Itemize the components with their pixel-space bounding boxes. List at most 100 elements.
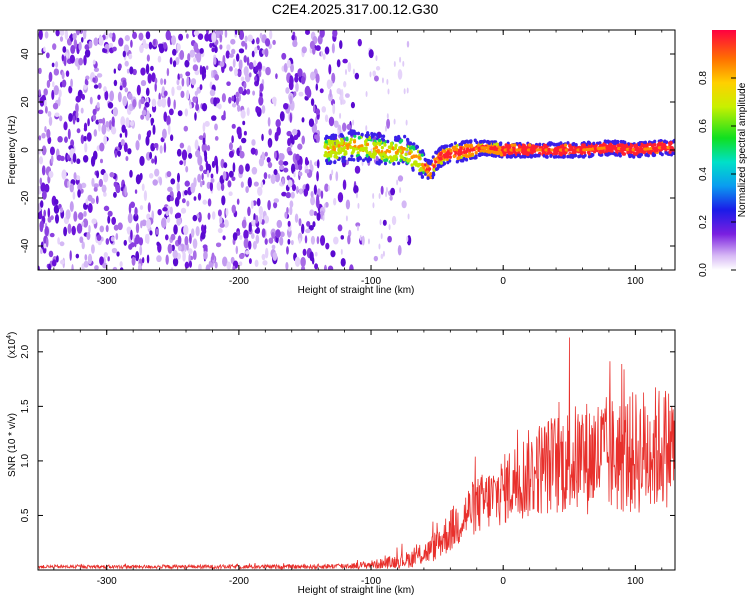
noise-speckle bbox=[222, 256, 228, 267]
noise-speckle bbox=[169, 196, 174, 202]
signal-point bbox=[587, 151, 591, 156]
signal-point bbox=[389, 158, 393, 163]
signal-point bbox=[428, 167, 432, 171]
noise-speckle bbox=[141, 109, 147, 116]
noise-speckle bbox=[194, 112, 197, 121]
noise-speckle bbox=[44, 226, 49, 237]
noise-speckle bbox=[382, 250, 385, 257]
noise-speckle bbox=[86, 231, 91, 241]
noise-speckle bbox=[315, 83, 319, 91]
noise-speckle bbox=[48, 250, 54, 258]
noise-speckle bbox=[127, 92, 133, 100]
signal-point bbox=[508, 144, 512, 149]
noise-speckle bbox=[167, 243, 173, 254]
noise-speckle bbox=[315, 73, 320, 84]
noise-speckle bbox=[199, 48, 204, 54]
noise-speckle bbox=[335, 171, 339, 182]
noise-speckle bbox=[211, 160, 216, 169]
noise-speckle bbox=[347, 234, 351, 245]
noise-speckle bbox=[211, 47, 215, 53]
signal-point bbox=[402, 157, 406, 162]
noise-speckle bbox=[188, 260, 193, 268]
noise-speckle bbox=[350, 101, 355, 109]
noise-speckle bbox=[316, 159, 320, 169]
signal-point bbox=[592, 141, 596, 146]
noise-speckle bbox=[322, 53, 326, 60]
signal-point bbox=[468, 148, 472, 153]
noise-speckle bbox=[178, 33, 184, 41]
noise-speckle bbox=[339, 89, 342, 96]
noise-speckle bbox=[151, 72, 156, 83]
noise-speckle bbox=[152, 179, 158, 186]
noise-speckle bbox=[72, 32, 77, 40]
signal-point bbox=[594, 143, 598, 148]
noise-speckle bbox=[103, 205, 110, 212]
noise-speckle bbox=[145, 63, 150, 75]
noise-speckle bbox=[300, 76, 306, 85]
noise-speckle bbox=[177, 110, 183, 117]
colorbar-label: Normalized spectral amplitude bbox=[737, 82, 748, 217]
noise-speckle bbox=[59, 36, 64, 42]
signal-point bbox=[329, 160, 333, 164]
signal-point bbox=[466, 140, 470, 144]
noise-speckle bbox=[76, 117, 80, 123]
signal-point bbox=[439, 161, 444, 165]
noise-speckle bbox=[103, 252, 108, 258]
noise-speckle bbox=[122, 95, 128, 107]
noise-speckle bbox=[355, 222, 361, 227]
noise-speckle bbox=[63, 121, 68, 131]
noise-speckle bbox=[184, 59, 190, 68]
noise-speckle bbox=[165, 30, 171, 41]
noise-speckle bbox=[61, 71, 65, 80]
noise-speckle bbox=[222, 170, 227, 181]
noise-speckle bbox=[147, 202, 151, 213]
spectrogram-ytick-label: 0 bbox=[20, 147, 31, 153]
signal-point bbox=[352, 139, 357, 144]
noise-speckle bbox=[115, 233, 119, 241]
noise-speckle bbox=[175, 57, 180, 66]
signal-point bbox=[417, 155, 421, 160]
noise-speckle bbox=[71, 225, 76, 236]
signal-point bbox=[399, 158, 403, 163]
noise-speckle bbox=[73, 211, 78, 222]
noise-speckle bbox=[192, 96, 197, 103]
noise-speckle bbox=[406, 235, 409, 242]
signal-point bbox=[588, 141, 592, 146]
noise-speckle bbox=[195, 150, 201, 158]
noise-speckle bbox=[124, 87, 129, 93]
noise-speckle bbox=[328, 116, 335, 127]
noise-speckle bbox=[67, 180, 70, 188]
noise-speckle bbox=[214, 136, 219, 141]
noise-speckle bbox=[190, 78, 197, 86]
noise-speckle bbox=[125, 155, 129, 162]
noise-speckle bbox=[198, 263, 202, 270]
signal-point bbox=[406, 158, 410, 163]
signal-point bbox=[349, 137, 353, 142]
noise-speckle bbox=[393, 118, 396, 125]
noise-speckle bbox=[140, 67, 146, 76]
noise-speckle bbox=[65, 209, 71, 220]
noise-speckle bbox=[226, 261, 232, 270]
noise-speckle bbox=[286, 246, 289, 255]
noise-speckle bbox=[201, 71, 205, 81]
noise-speckle bbox=[155, 228, 159, 235]
noise-speckle bbox=[253, 60, 257, 68]
noise-speckle bbox=[294, 213, 299, 223]
noise-speckle bbox=[246, 88, 251, 95]
noise-speckle bbox=[290, 163, 296, 174]
noise-speckle bbox=[365, 125, 368, 132]
noise-speckle bbox=[217, 227, 223, 234]
noise-speckle bbox=[44, 106, 48, 114]
noise-speckle bbox=[128, 53, 133, 60]
signal-point bbox=[578, 154, 582, 158]
snr-ytick-label: 0.5 bbox=[20, 508, 31, 522]
noise-speckle bbox=[321, 106, 327, 113]
noise-speckle bbox=[67, 223, 72, 234]
noise-speckle bbox=[93, 67, 100, 73]
noise-speckle bbox=[333, 197, 337, 206]
signal-point bbox=[414, 154, 418, 158]
noise-speckle bbox=[149, 230, 153, 236]
noise-speckle bbox=[167, 186, 173, 192]
signal-point bbox=[389, 141, 394, 146]
noise-speckle bbox=[123, 142, 128, 153]
